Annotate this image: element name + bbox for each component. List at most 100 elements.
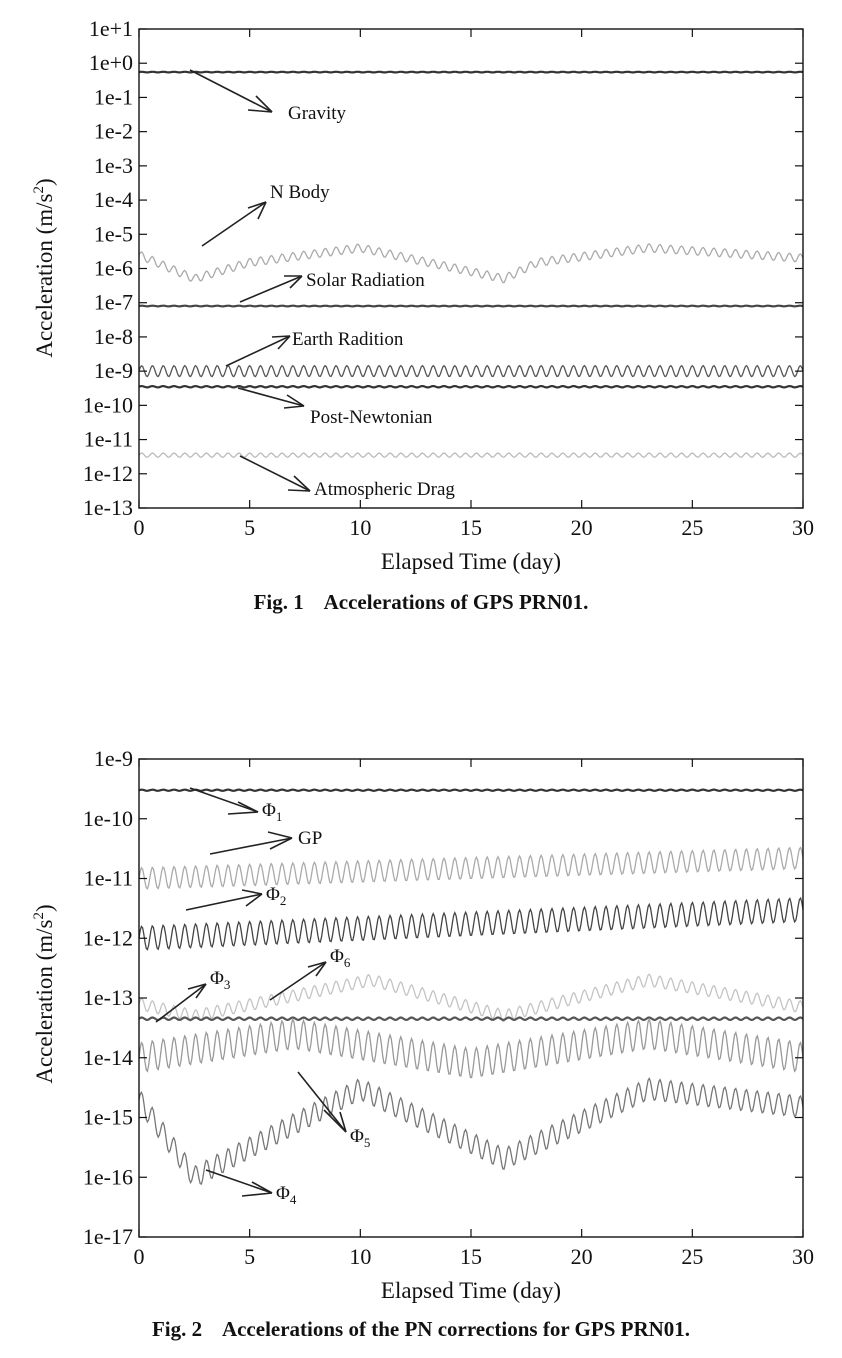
chart-2-series-group bbox=[138, 788, 804, 1185]
y-tick-label: 1e-2 bbox=[94, 119, 133, 144]
atmospheric-drag-arrowhead bbox=[287, 489, 311, 492]
x-axis-label-1: Elapsed Time (day) bbox=[381, 549, 561, 574]
earth-radiation-arrowhead bbox=[271, 335, 291, 338]
y-axis-label-2: Acceleration (m/s2) bbox=[31, 904, 57, 1083]
y-tick-label: 1e-3 bbox=[94, 153, 133, 178]
phi3-arrowhead bbox=[187, 983, 207, 990]
y-tick-label: 1e-12 bbox=[83, 461, 133, 486]
x-tick-label: 5 bbox=[244, 515, 255, 540]
phi2-arrow bbox=[185, 893, 263, 911]
earth-radiation-arrowhead bbox=[277, 335, 291, 350]
chart-1-svg: Gravity N Body Solar Radiation Earth Rad… bbox=[31, 16, 814, 614]
x-tick-label: 20 bbox=[571, 515, 593, 540]
phi4-arrow bbox=[205, 1169, 273, 1194]
y-tick-label: 1e-16 bbox=[83, 1164, 133, 1189]
x-tick-label: 0 bbox=[134, 515, 145, 540]
y-axis-label-1: Acceleration (m/s2) bbox=[31, 178, 57, 357]
x-tick-label: 25 bbox=[681, 515, 703, 540]
phi2-arrowhead bbox=[241, 889, 263, 895]
figure-2-caption: Fig. 2 Accelerations of the PN correctio… bbox=[152, 1317, 690, 1341]
y-tick-label: 1e-9 bbox=[94, 746, 133, 771]
y-tick-label: 1e-12 bbox=[83, 925, 133, 950]
x-tick-label: 0 bbox=[134, 1244, 145, 1269]
y-tick-label: 1e-4 bbox=[94, 187, 133, 212]
x-tick-label: 30 bbox=[792, 515, 814, 540]
gp-arrow bbox=[209, 837, 293, 855]
gravity-arrowhead bbox=[255, 95, 273, 113]
chart-2-axes: 1e-9 1e-10 1e-11 1e-12 1e-13 1e-14 1e-15 1e-16 1… bbox=[83, 746, 814, 1269]
y-tick-label: 1e-1 bbox=[94, 84, 133, 109]
y-tick-label: 1e-7 bbox=[94, 290, 133, 315]
atmospheric-drag-arrow bbox=[239, 455, 311, 492]
plot-frame bbox=[138, 758, 804, 1238]
solar-radiation-arrow bbox=[239, 275, 303, 303]
nbody-arrow bbox=[201, 201, 267, 247]
y-tick-label: 1e+1 bbox=[89, 16, 133, 41]
x-tick-label: 15 bbox=[460, 515, 482, 540]
y-tick-label: 1e-10 bbox=[83, 806, 133, 831]
y-tick-label: 1e-13 bbox=[83, 495, 133, 520]
phi4-arrowhead bbox=[241, 1192, 273, 1197]
series-line bbox=[138, 1076, 804, 1185]
phi6-arrow bbox=[269, 961, 327, 1001]
series-label-phi1: Φ1 bbox=[262, 800, 282, 824]
chart-2-svg: Φ1 GP Φ2 Φ3 Φ6 Φ5 Φ4 1e bbox=[31, 746, 814, 1341]
gravity-arrowhead bbox=[247, 109, 273, 113]
plot-frame bbox=[138, 28, 804, 509]
x-tick-label: 10 bbox=[349, 1244, 371, 1269]
figure-1: Gravity N Body Solar Radiation Earth Rad… bbox=[0, 0, 842, 640]
phi5-arrow-a bbox=[297, 1071, 347, 1133]
phi6-arrowhead bbox=[307, 961, 327, 968]
post-newtonian-arrowhead bbox=[286, 394, 305, 407]
x-axis-label-2: Elapsed Time (day) bbox=[381, 1278, 561, 1303]
nbody-arrowhead bbox=[257, 201, 267, 220]
post-newtonian-arrowhead bbox=[283, 405, 305, 409]
gp-arrowhead bbox=[269, 837, 293, 850]
x-tick-label: 10 bbox=[349, 515, 371, 540]
earth-radiation-arrow bbox=[225, 335, 291, 367]
series-label-gravity: Gravity bbox=[288, 103, 347, 124]
series-line bbox=[138, 70, 804, 74]
y-tick-label: 1e-6 bbox=[94, 256, 133, 281]
series-line bbox=[138, 846, 804, 891]
y-tick-label: 1e-10 bbox=[83, 392, 133, 417]
series-line bbox=[138, 243, 804, 284]
nbody-arrowhead bbox=[247, 201, 267, 209]
phi1-arrowhead bbox=[227, 811, 259, 815]
series-label-earth-radition: Earth Radition bbox=[292, 329, 404, 350]
phi2-arrowhead bbox=[245, 893, 263, 907]
series-line bbox=[138, 1017, 804, 1079]
y-tick-label: 1e-17 bbox=[83, 1224, 133, 1249]
phi5-arrow-b bbox=[323, 1109, 347, 1133]
y-tick-label: 1e-14 bbox=[83, 1045, 133, 1070]
series-label-atmospheric-drag: Atmospheric Drag bbox=[314, 479, 455, 500]
x-tick-label: 20 bbox=[571, 1244, 593, 1269]
chart-1-annotations: Gravity N Body Solar Radiation Earth Rad… bbox=[189, 69, 455, 500]
series-label-n-body: N Body bbox=[270, 182, 330, 203]
series-label-phi4: Φ4 bbox=[276, 1183, 297, 1207]
phi3-arrow bbox=[155, 983, 207, 1023]
chart-1-axes: 1e+1 1e+0 1e-1 1e-2 1e-3 1e-4 1e-5 1e-6 1e-7 1e-8… bbox=[83, 16, 814, 540]
x-tick-label: 5 bbox=[244, 1244, 255, 1269]
phi3-arrowhead bbox=[195, 983, 207, 999]
chart-2-annotations: Φ1 GP Φ2 Φ3 Φ6 Φ5 Φ4 bbox=[155, 787, 370, 1207]
series-line bbox=[138, 973, 804, 1023]
series-label-solar-radiation: Solar Radiation bbox=[306, 270, 425, 291]
gravity-arrow bbox=[189, 69, 273, 113]
series-label-phi3: Φ3 bbox=[210, 968, 230, 992]
series-line bbox=[138, 896, 804, 951]
phi1-arrowhead bbox=[237, 801, 259, 813]
y-tick-label: 1e-15 bbox=[83, 1105, 133, 1130]
y-tick-label: 1e+0 bbox=[89, 50, 133, 75]
atmospheric-drag-arrowhead bbox=[293, 475, 311, 492]
series-label-gp: GP bbox=[298, 828, 322, 849]
figure-1-caption: Fig. 1 Accelerations of GPS PRN01. bbox=[254, 590, 589, 614]
figure-2: Φ1 GP Φ2 Φ3 Φ6 Φ5 Φ4 1e bbox=[0, 700, 842, 1358]
series-label-post-newtonian: Post-Newtonian bbox=[310, 407, 433, 428]
series-line bbox=[138, 304, 804, 308]
y-tick-label: 1e-11 bbox=[84, 866, 133, 891]
solar-radiation-arrowhead bbox=[289, 275, 303, 289]
y-tick-label: 1e-8 bbox=[94, 324, 133, 349]
phi5-arrowhead bbox=[339, 1111, 347, 1133]
x-tick-label: 30 bbox=[792, 1244, 814, 1269]
